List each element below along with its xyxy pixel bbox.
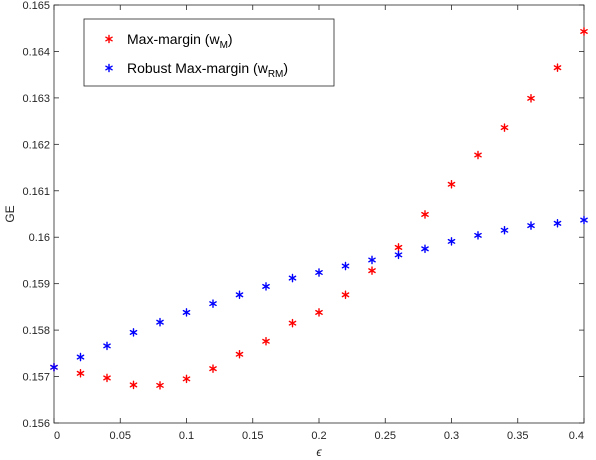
y-tick-label: 0.161 <box>22 186 50 198</box>
legend-marker-robust-max-margin <box>105 63 113 73</box>
data-point <box>76 369 85 378</box>
axis-ticks <box>53 4 585 424</box>
x-axis-label: ϵ <box>316 445 322 459</box>
legend-label-robust-max-margin: Robust Max-margin (wRM) <box>127 60 288 80</box>
data-point <box>421 210 429 219</box>
data-point <box>368 255 376 265</box>
data-point <box>182 308 191 317</box>
series-robust-max-margin <box>50 215 588 372</box>
data-point <box>580 215 588 225</box>
x-tick-label: 0.1 <box>179 430 194 442</box>
x-tick-label: 0.35 <box>507 430 528 442</box>
data-point <box>288 273 297 283</box>
legend: Max-margin (wM) Robust Max-margin (wRM) <box>83 18 335 87</box>
x-tick-label: 0 <box>54 430 60 442</box>
data-point <box>129 380 138 390</box>
data-point <box>447 179 456 189</box>
y-tick-label: 0.165 <box>22 0 50 12</box>
y-tick-labels: 0.156 0.157 0.158 0.159 0.16 0.161 0.162 0.163 0… <box>22 0 50 430</box>
data-point <box>76 352 85 362</box>
data-point <box>315 308 323 317</box>
x-tick-label: 0.2 <box>311 430 326 442</box>
data-point <box>103 341 111 351</box>
data-point <box>129 328 138 337</box>
x-tick-label: 0.05 <box>110 430 131 442</box>
data-point <box>341 290 350 300</box>
data-point <box>500 225 509 235</box>
x-tick-label: 0.4 <box>569 430 584 442</box>
y-axis-label: GE <box>3 205 17 222</box>
data-point <box>235 290 244 300</box>
legend-marker-max-margin <box>105 34 113 44</box>
data-point <box>421 244 429 254</box>
data-point <box>580 27 588 36</box>
data-point <box>394 250 403 260</box>
x-tick-label: 0.25 <box>375 430 396 442</box>
y-tick-label: 0.164 <box>22 46 50 58</box>
y-tick-label: 0.162 <box>22 139 50 151</box>
data-point <box>447 237 456 246</box>
data-point <box>182 374 191 384</box>
data-point <box>527 221 535 230</box>
data-point <box>103 373 111 383</box>
legend-marker-point <box>105 63 113 73</box>
data-point <box>553 218 562 228</box>
x-tick-label: 0.3 <box>444 430 459 442</box>
data-point <box>500 123 509 132</box>
data-point <box>394 243 403 252</box>
y-tick-label: 0.157 <box>22 372 50 384</box>
x-tick-label: 0.15 <box>242 430 263 442</box>
data-point <box>262 282 270 291</box>
data-point <box>156 317 164 327</box>
data-point <box>368 266 376 275</box>
x-tick-labels: 0 0.05 0.1 0.15 0.2 0.25 0.3 0.35 0.4 <box>54 430 584 442</box>
data-point <box>262 336 270 346</box>
data-point <box>156 381 164 390</box>
legend-label-max-margin: Max-margin (wM) <box>127 31 233 51</box>
y-tick-label: 0.156 <box>22 418 50 430</box>
data-point <box>553 63 562 73</box>
legend-marker-point <box>105 34 113 44</box>
legend-box <box>83 18 335 87</box>
y-tick-label: 0.158 <box>22 325 50 337</box>
y-tick-label: 0.163 <box>22 93 50 105</box>
data-point <box>209 299 217 308</box>
y-tick-label: 0.16 <box>29 232 50 244</box>
data-point <box>341 261 350 271</box>
series-layer <box>50 27 588 390</box>
data-point <box>474 150 482 160</box>
data-point <box>315 268 323 277</box>
data-point <box>474 231 482 240</box>
y-tick-label: 0.159 <box>22 279 50 291</box>
data-point <box>50 362 58 372</box>
data-point <box>527 94 535 103</box>
data-point <box>235 349 244 359</box>
data-point <box>209 364 217 373</box>
data-point <box>288 318 297 328</box>
